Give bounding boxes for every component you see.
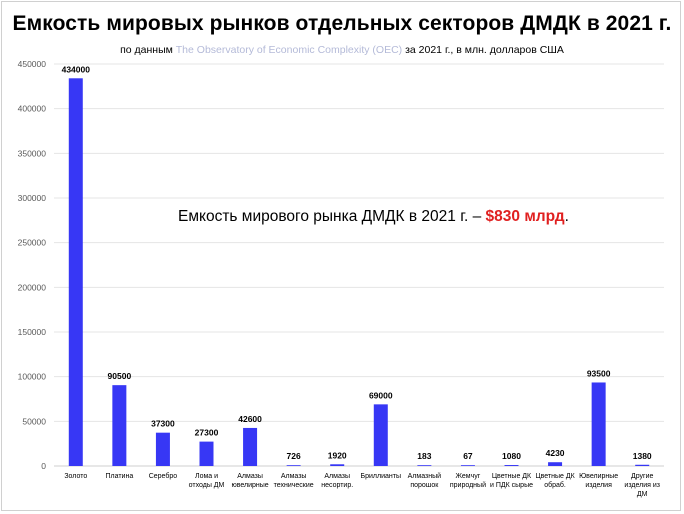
- x-tick-label: Золото: [64, 473, 87, 480]
- x-tick-label: отходы ДМ: [189, 482, 225, 489]
- x-tick-label: Цветные ДК: [535, 473, 575, 480]
- y-tick-label: 400000: [18, 104, 47, 114]
- bar: [330, 464, 345, 466]
- x-tick-label: порошок: [410, 482, 439, 489]
- x-tick-label: Бриллианты: [361, 473, 401, 480]
- x-tick-label: Лома и: [195, 473, 218, 480]
- x-tick-label: Цветные ДК: [492, 473, 532, 480]
- data-label: 93500: [587, 368, 611, 378]
- x-tick-label: обраб.: [544, 481, 566, 489]
- y-tick-label: 450000: [18, 59, 47, 69]
- x-tick-label: изделия: [585, 482, 612, 489]
- chart-title: Емкость мировых рынков отдельных секторо…: [12, 12, 672, 35]
- x-tick-label: изделия из: [624, 482, 660, 489]
- y-tick-label: 150000: [18, 327, 47, 337]
- bar: [460, 465, 475, 466]
- data-label: 42600: [238, 414, 262, 424]
- x-tick-label: Платина: [105, 473, 133, 480]
- data-label: 726: [287, 451, 301, 461]
- bar: [504, 465, 519, 466]
- x-tick-label: Ювелирные: [579, 473, 618, 480]
- y-tick-label: 100000: [18, 372, 47, 382]
- y-tick-label: 350000: [18, 148, 47, 158]
- bar: [286, 465, 301, 466]
- data-label: 1380: [633, 451, 652, 461]
- subtitle-suffix: за 2021 г., в млн. долларов США: [405, 44, 564, 56]
- subtitle-prefix: по данным: [120, 44, 173, 56]
- bar: [199, 441, 214, 466]
- callout-end: .: [564, 208, 569, 225]
- data-label: 69000: [369, 390, 393, 400]
- source-link[interactable]: The Observatory of Economic Complexity (…: [175, 44, 403, 56]
- bar: [243, 427, 258, 466]
- y-tick-label: 0: [41, 461, 46, 471]
- x-tick-label: Жемчуг: [456, 473, 481, 480]
- x-tick-label: природный: [450, 481, 486, 489]
- x-tick-label: Алмазы: [281, 473, 307, 480]
- y-tick-label: 300000: [18, 193, 47, 203]
- callout-text: Емкость мирового рынка ДМДК в 2021 г. –: [178, 208, 482, 225]
- callout-value: $830 млрд: [485, 208, 565, 225]
- x-tick-label: Алмазы: [237, 473, 263, 480]
- x-tick-label: Другие: [631, 473, 654, 480]
- bar: [635, 464, 650, 466]
- x-tick-label: Алмазный: [408, 472, 441, 480]
- bar: [591, 382, 606, 466]
- bar: [155, 432, 170, 466]
- x-tick-label: и ПДК сырые: [490, 482, 533, 489]
- bar: [373, 404, 388, 466]
- chart-subtitle: по данным The Observatory of Economic Co…: [0, 44, 684, 56]
- bar: [417, 465, 432, 466]
- x-tick-label: технические: [274, 482, 314, 489]
- bar: [68, 78, 83, 466]
- x-tick-label: Алмазы: [324, 473, 350, 480]
- data-label: 4230: [546, 448, 565, 458]
- x-tick-label: несортир.: [321, 482, 353, 489]
- y-tick-label: 200000: [18, 282, 47, 292]
- data-label: 67: [463, 451, 473, 461]
- y-tick-label: 50000: [22, 416, 46, 426]
- x-tick-label: Серебро: [149, 472, 178, 480]
- x-tick-label: ДМ: [637, 491, 648, 498]
- data-label: 1920: [328, 450, 347, 460]
- data-label: 37300: [151, 419, 175, 429]
- x-tick-label: ювелирные: [231, 482, 268, 489]
- y-tick-label: 250000: [18, 238, 47, 248]
- data-label: 434000: [62, 64, 91, 74]
- bar: [112, 385, 127, 466]
- bar: [548, 462, 563, 466]
- market-size-callout: Емкость мирового рынка ДМДК в 2021 г. – …: [178, 208, 569, 226]
- data-label: 1080: [502, 451, 521, 461]
- data-label: 183: [417, 451, 431, 461]
- data-label: 27300: [195, 428, 219, 438]
- data-label: 90500: [108, 371, 132, 381]
